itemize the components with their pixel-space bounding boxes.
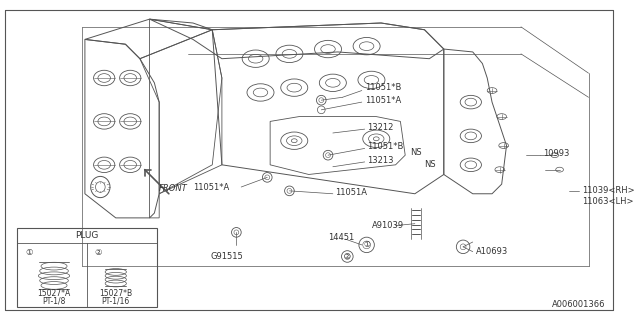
Text: A10693: A10693 [476, 247, 508, 256]
Text: ②: ② [344, 252, 351, 261]
Text: FRONT: FRONT [159, 184, 188, 194]
Text: 15027*A: 15027*A [37, 289, 70, 298]
Text: NS: NS [410, 148, 422, 157]
Bar [17, 228, 157, 307]
Text: ①: ① [25, 248, 33, 257]
Text: 13213: 13213 [367, 156, 393, 164]
Text: 11051*A: 11051*A [365, 96, 401, 105]
Text: A006001366: A006001366 [552, 300, 606, 309]
Text: PLUG: PLUG [75, 231, 99, 240]
Text: 14451: 14451 [328, 233, 355, 242]
Text: 15027*B: 15027*B [99, 289, 132, 298]
Text: ①: ① [363, 240, 370, 249]
Text: 11051*B: 11051*B [365, 83, 401, 92]
Text: ②: ② [95, 248, 102, 257]
Text: 11051*B: 11051*B [367, 142, 403, 151]
Text: 13212: 13212 [367, 123, 393, 132]
Text: PT-1/8: PT-1/8 [42, 296, 66, 305]
Text: 11051*A: 11051*A [193, 182, 229, 191]
Text: NS: NS [424, 160, 436, 169]
Text: 11039<RH>: 11039<RH> [582, 186, 634, 196]
Text: 11063<LH>: 11063<LH> [582, 197, 633, 206]
Text: 11051A: 11051A [335, 188, 367, 197]
Text: PT-1/16: PT-1/16 [102, 296, 130, 305]
Text: A91039: A91039 [371, 221, 404, 230]
Text: 10993: 10993 [543, 149, 570, 158]
Text: G91515: G91515 [211, 252, 243, 261]
